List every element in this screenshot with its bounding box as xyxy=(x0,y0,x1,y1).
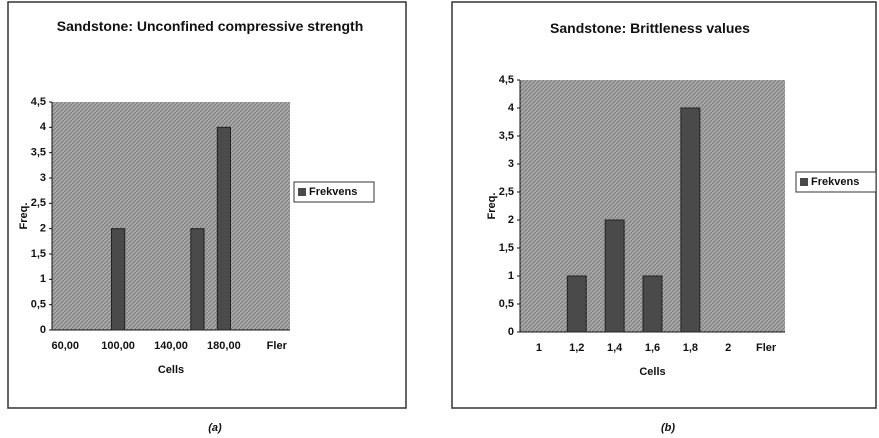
y-tick-label: 0 xyxy=(508,326,514,338)
y-tick-label: 2,5 xyxy=(499,186,514,198)
y-tick-label: 0,5 xyxy=(499,298,514,310)
x-tick-label: 60,00 xyxy=(51,340,79,352)
y-tick-label: 2,5 xyxy=(31,197,46,209)
y-tick-label: 0,5 xyxy=(31,299,46,311)
caption: (b) xyxy=(661,422,675,434)
bar xyxy=(680,107,701,333)
y-tick-label: 4 xyxy=(40,121,47,133)
y-tick-label: 2 xyxy=(508,214,514,226)
y-tick-label: 4 xyxy=(508,102,515,114)
y-tick-label: 1 xyxy=(508,270,514,282)
chart-title: Sandstone: Unconfined compressive streng… xyxy=(56,18,364,34)
chart-frame xyxy=(451,1,877,409)
x-tick-label: 1,2 xyxy=(569,342,584,354)
y-tick-label: 3,5 xyxy=(31,147,46,159)
y-tick-label: 1,5 xyxy=(499,242,514,254)
y-tick-label: 3,5 xyxy=(499,130,514,142)
x-tick-label: 100,00 xyxy=(101,340,135,352)
legend-label: Frekvens xyxy=(309,186,357,198)
legend-box xyxy=(293,181,375,203)
bar xyxy=(642,275,663,333)
legend-swatch xyxy=(800,178,808,186)
y-axis-label: Freq. xyxy=(486,193,498,220)
x-axis-label: Cells xyxy=(158,364,184,376)
y-tick-label: 3 xyxy=(508,158,514,170)
chart-title: Sandstone: Brittleness values xyxy=(550,20,750,36)
chart-frame xyxy=(7,1,407,409)
x-tick-label: 1,4 xyxy=(607,342,623,354)
x-tick-label: 180,00 xyxy=(207,340,241,352)
bar xyxy=(216,126,231,331)
y-tick-label: 1,5 xyxy=(31,248,46,260)
legend-label: Frekvens xyxy=(811,176,859,188)
x-tick-label: 1,8 xyxy=(683,342,698,354)
legend-box xyxy=(795,171,877,193)
plot-area xyxy=(52,102,290,330)
bar xyxy=(566,275,587,333)
x-tick-label: Fler xyxy=(756,342,777,354)
y-tick-label: 0 xyxy=(40,324,46,336)
x-tick-label: 1,6 xyxy=(645,342,660,354)
x-tick-label: Fler xyxy=(267,340,288,352)
y-tick-label: 2 xyxy=(40,223,46,235)
y-tick-label: 1 xyxy=(40,273,46,285)
bar xyxy=(190,228,205,331)
x-tick-label: 1 xyxy=(536,342,542,354)
x-tick-label: 2 xyxy=(725,342,731,354)
y-tick-label: 3 xyxy=(40,172,46,184)
bar xyxy=(604,219,625,333)
legend-swatch xyxy=(298,188,306,196)
bar xyxy=(111,228,126,331)
x-axis-label: Cells xyxy=(639,366,665,378)
x-tick-label: 140,00 xyxy=(154,340,188,352)
y-tick-label: 4,5 xyxy=(31,96,46,108)
caption: (a) xyxy=(208,422,222,434)
y-tick-label: 4,5 xyxy=(499,74,514,86)
y-axis-label: Freq. xyxy=(18,203,30,230)
